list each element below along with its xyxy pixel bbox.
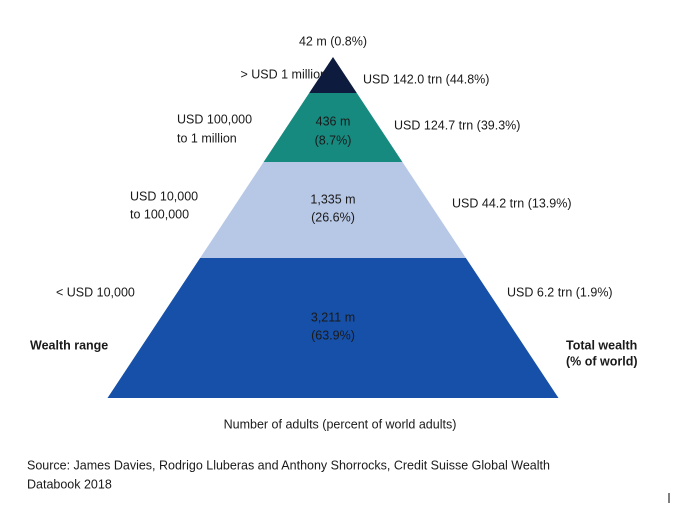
range-label: < USD 10,000 [56, 285, 135, 299]
right-heading: Total wealth [566, 338, 637, 352]
tier-top [309, 57, 357, 93]
wealth-label: USD 124.7 trn (39.3%) [394, 118, 520, 132]
adults-label: 42 m (0.8%) [299, 34, 367, 48]
wealth-label: USD 6.2 trn (1.9%) [507, 285, 613, 299]
source: Source: James Davies, Rodrigo Lluberas a… [27, 458, 550, 472]
adults-label: (8.7%) [315, 133, 352, 147]
range-label: > USD 1 million [241, 67, 328, 81]
adults-label: (26.6%) [311, 210, 355, 224]
adults-label: 3,211 m [311, 310, 355, 324]
tier-2 [263, 93, 403, 162]
adults-label: (63.9%) [311, 328, 355, 342]
range-label: to 100,000 [130, 207, 189, 221]
adults-label: 436 m [316, 114, 351, 128]
bottom-label: Number of adults (percent of world adult… [224, 417, 457, 431]
adults-label: 1,335 m [310, 192, 355, 206]
wealth-label: USD 44.2 trn (13.9%) [452, 196, 572, 210]
right-heading: (% of world) [566, 354, 638, 368]
source: Databook 2018 [27, 477, 112, 491]
range-label: USD 10,000 [130, 189, 198, 203]
tier-base [107, 258, 559, 398]
range-label: USD 100,000 [177, 112, 252, 126]
left-heading: Wealth range [30, 338, 108, 352]
range-label: to 1 million [177, 131, 237, 145]
tier-3 [200, 162, 466, 258]
wealth-label: USD 142.0 trn (44.8%) [363, 72, 489, 86]
